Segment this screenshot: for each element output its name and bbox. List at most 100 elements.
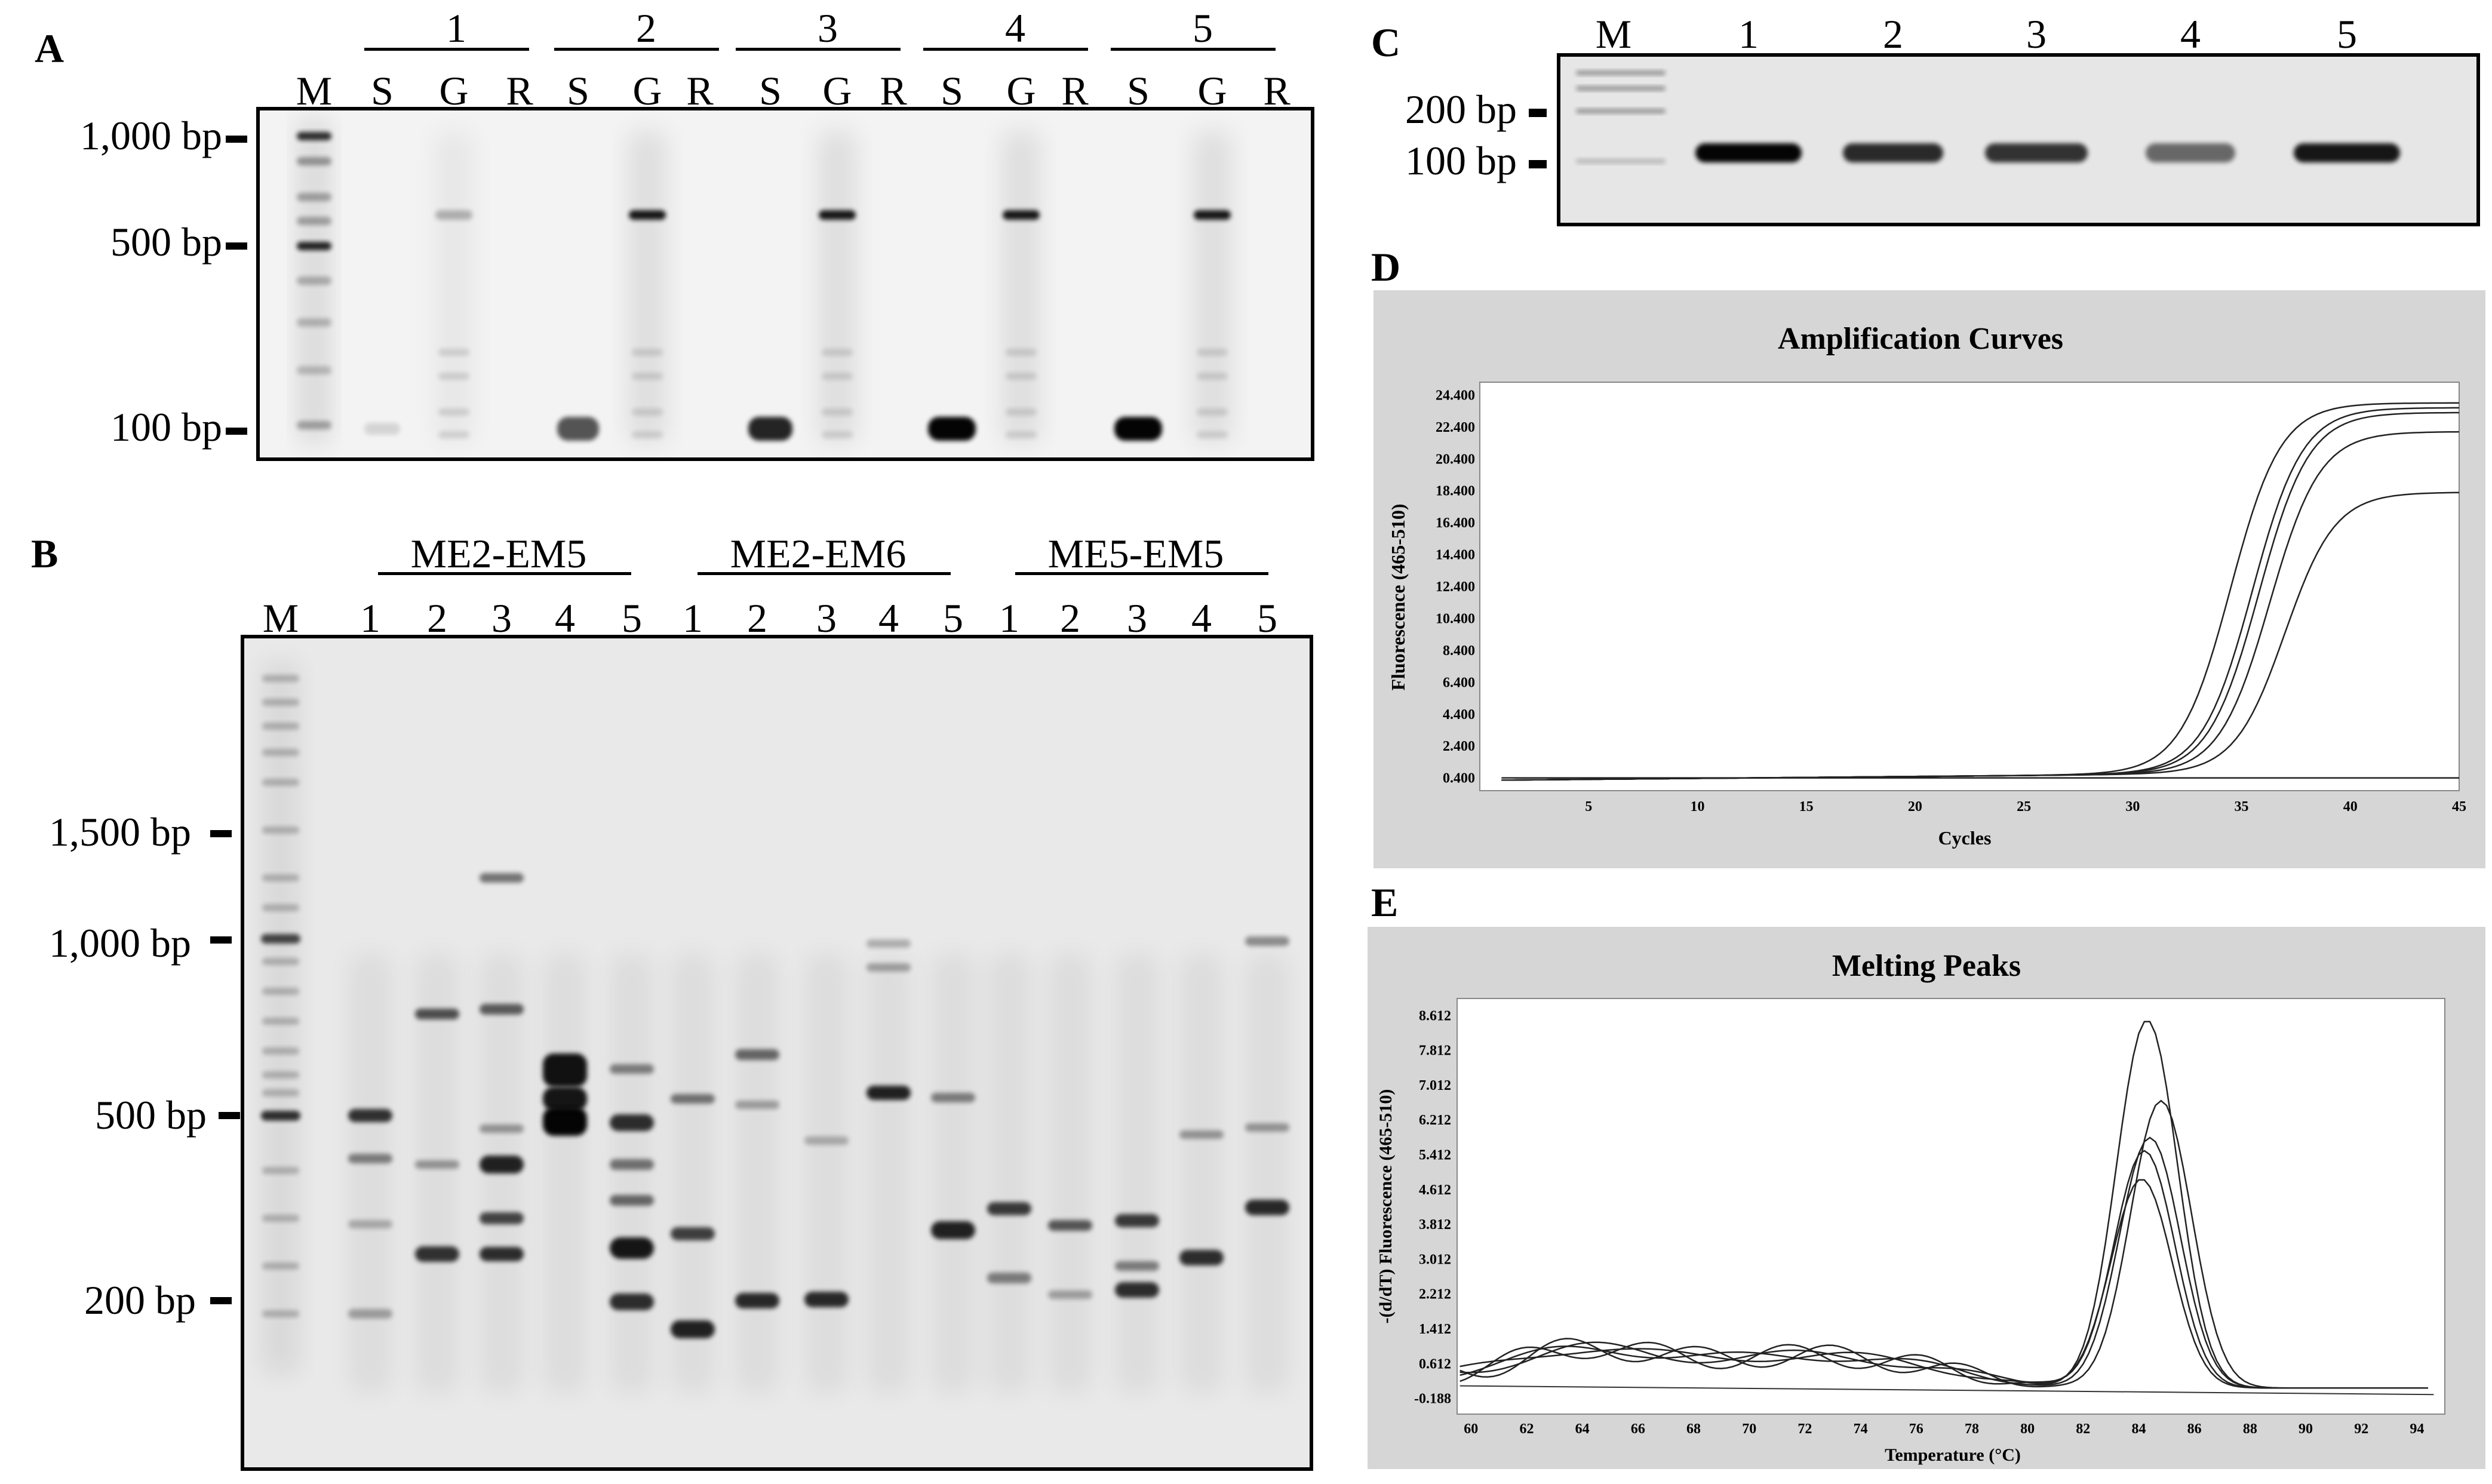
- gel-smear: [1194, 131, 1230, 442]
- gel-smear: [351, 955, 389, 1391]
- y-tick-label: -0.188: [1414, 1391, 1451, 1407]
- lane-number: 1: [683, 595, 703, 641]
- band-g-faint: [822, 373, 853, 380]
- marker-band: [297, 132, 331, 140]
- x-axis-label: Temperature (°C): [1885, 1445, 2021, 1465]
- lane-number: 3: [816, 595, 837, 641]
- y-tick-label: 16.400: [1436, 515, 1475, 531]
- lane-code-s: S: [941, 68, 963, 113]
- panel-c-lane-numbers: 1 2 3 4 5: [1738, 11, 2357, 57]
- band-g-faint: [632, 373, 663, 380]
- gel-band: [610, 1293, 654, 1310]
- x-tick-label: 94: [2410, 1421, 2424, 1437]
- gel-band: [543, 1107, 587, 1136]
- gel-band: [1245, 1123, 1289, 1132]
- primer-group-label: ME2-EM6: [730, 531, 907, 576]
- panel-c-letter: C: [1371, 20, 1400, 65]
- x-tick-label: 10: [1690, 799, 1704, 815]
- panel-c-marker-label: M: [1596, 11, 1631, 57]
- panel-d: D Amplification Curves 24.400 22.400 20.40…: [1371, 244, 2485, 868]
- band-s-100bp: [1114, 417, 1162, 441]
- gel-band: [480, 873, 524, 883]
- marker-band: [297, 318, 331, 327]
- gel-band: [931, 1093, 975, 1102]
- y-tick-label: 2.212: [1419, 1287, 1451, 1302]
- x-tick-label: 78: [1965, 1421, 1979, 1437]
- y-tick-label: 0.400: [1443, 771, 1475, 786]
- x-tick-label: 68: [1686, 1421, 1701, 1437]
- x-tick-label: 40: [2343, 799, 2358, 815]
- lane-number: 2: [427, 595, 447, 641]
- size-label-500bp: 500 bp: [95, 1092, 207, 1138]
- x-tick-label: 25: [2017, 799, 2031, 815]
- gel-band: [671, 1094, 715, 1104]
- lane-number: 5: [622, 595, 642, 641]
- gel-band: [931, 1221, 975, 1239]
- marker-band: [262, 1071, 299, 1079]
- gel-band: [480, 1004, 524, 1015]
- size-label-200bp: 200 bp: [84, 1277, 196, 1323]
- gel-band: [415, 1009, 459, 1019]
- gel-band: [610, 1159, 654, 1170]
- size-tick: [1529, 109, 1547, 117]
- lane-number: 5: [943, 595, 963, 641]
- plot-area: [1457, 998, 2445, 1415]
- y-tick-label: 8.400: [1443, 643, 1475, 659]
- marker-band: [261, 934, 300, 944]
- group-underline: [364, 48, 529, 51]
- panel-d-letter: D: [1371, 244, 1400, 290]
- chart-title: Amplification Curves: [1778, 322, 2063, 356]
- gel-smear: [418, 955, 456, 1391]
- y-tick-label: 18.400: [1436, 484, 1475, 499]
- band-g-faint: [1197, 349, 1228, 356]
- gel-band: [804, 1136, 849, 1145]
- gel-band: [1245, 936, 1289, 946]
- group-underline: [1015, 572, 1268, 575]
- gel-band: [610, 1237, 654, 1259]
- gel-band: [348, 1220, 392, 1228]
- gel-band: [1179, 1250, 1224, 1265]
- y-tick-label: 4.400: [1443, 707, 1475, 723]
- band-g-faint: [438, 431, 469, 438]
- x-tick-label: 86: [2187, 1421, 2202, 1437]
- y-tick-label: 2.400: [1443, 739, 1475, 754]
- size-tick: [219, 1112, 240, 1119]
- chart-title: Melting Peaks: [1832, 949, 2021, 983]
- gel-band: [543, 1087, 587, 1111]
- gel-band: [415, 1246, 459, 1262]
- lane-number: 1: [360, 595, 380, 641]
- band-g-600bp: [629, 210, 666, 220]
- gel-band: [671, 1227, 715, 1240]
- gel-band: [480, 1124, 524, 1133]
- gel-band: [415, 1160, 459, 1169]
- lane-number: 4: [878, 595, 899, 641]
- lane-code-r: R: [686, 68, 714, 113]
- marker-band: [262, 1310, 299, 1317]
- size-label-100bp: 100 bp: [110, 404, 222, 450]
- gel-smear: [1182, 955, 1221, 1391]
- gel-smear: [546, 955, 584, 1391]
- gel-band: [735, 1293, 779, 1308]
- group-underline: [697, 572, 951, 575]
- marker-band: [262, 779, 299, 786]
- marker-band: [297, 217, 331, 225]
- gel-smear: [1118, 955, 1156, 1391]
- band-g-600bp: [1194, 210, 1231, 220]
- group-underline: [1111, 48, 1276, 51]
- gel-band: [348, 1109, 392, 1122]
- group-number: 2: [636, 5, 656, 51]
- size-tick: [210, 936, 232, 944]
- x-tick-label: 76: [1909, 1421, 1923, 1437]
- band-g-faint: [438, 373, 469, 380]
- gel-band: [866, 963, 911, 972]
- y-tick-label: 3.812: [1419, 1217, 1451, 1233]
- gel-band: [1115, 1261, 1159, 1271]
- marker-band: [262, 904, 299, 911]
- lane-number: 3: [2026, 11, 2047, 57]
- gel-band: [1245, 1200, 1289, 1215]
- panel-e-axes: 8.612 7.812 7.012 6.212 5.412 4.612 3.812 3.012…: [1414, 1008, 2424, 1437]
- gel-smear: [1051, 955, 1089, 1391]
